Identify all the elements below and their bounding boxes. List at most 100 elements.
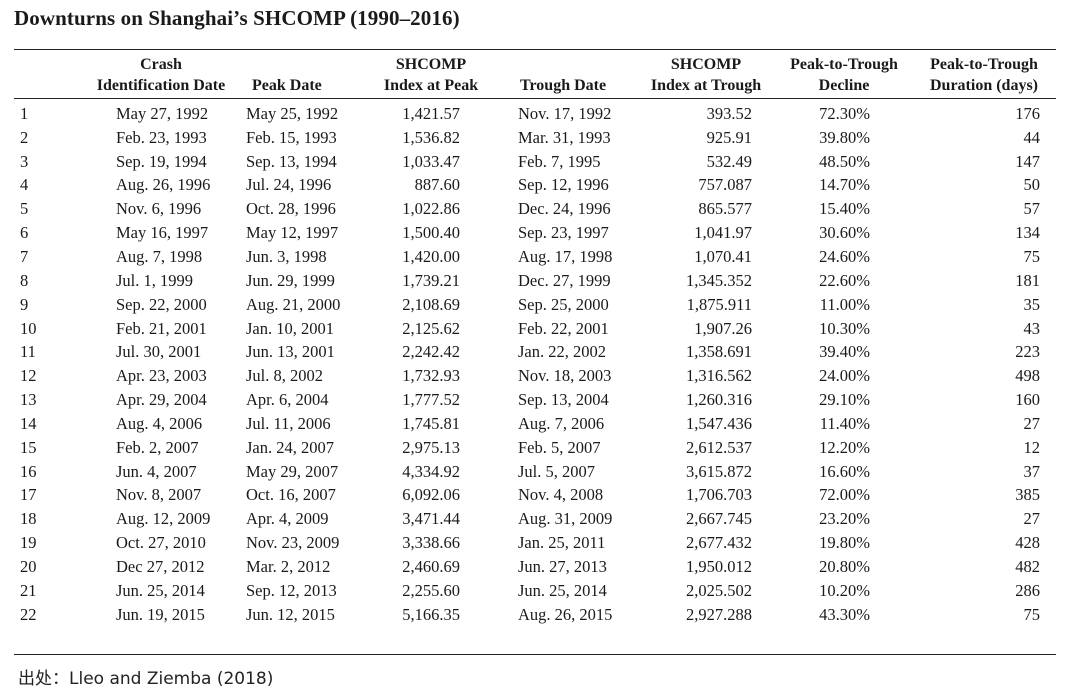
row-number: 18	[20, 509, 37, 529]
trough-index-cell: 2,677.432	[686, 533, 752, 553]
row-number: 15	[20, 437, 37, 457]
peak-index-cell: 1,536.82	[402, 127, 460, 147]
crash-date-cell: Jul. 1, 1999	[116, 270, 194, 290]
table-row: 18 Aug. 12, 2009 Apr. 4, 2009 3,471.44 Aug. …	[14, 507, 1056, 531]
decline-cell: 15.40%	[819, 199, 870, 219]
header-trough-date: Trough Date	[520, 77, 607, 94]
trough-date-cell: Jun. 27, 2013	[518, 556, 607, 576]
peak-date-cell: Jun. 12, 2015	[246, 604, 335, 624]
trough-date-cell: Sep. 25, 2000	[518, 294, 609, 314]
peak-index-cell: 3,471.44	[402, 509, 460, 529]
table-title: Downturns on Shanghai’s SHCOMP (1990–201…	[14, 6, 460, 30]
peak-index-cell: 2,125.62	[402, 318, 460, 338]
trough-index-cell: 1,041.97	[694, 223, 752, 243]
row-number: 20	[20, 556, 37, 576]
peak-date-cell: Sep. 12, 2013	[246, 580, 337, 600]
trough-date-cell: Dec. 27, 1999	[518, 270, 611, 290]
peak-index-cell: 2,108.69	[402, 294, 460, 314]
peak-date-cell: Jul. 11, 2006	[246, 413, 331, 433]
peak-index-cell: 887.60	[414, 175, 460, 195]
decline-cell: 10.30%	[819, 318, 870, 338]
trough-index-cell: 1,547.436	[686, 413, 752, 433]
header-duration: Peak-to-Trough Duration (days)	[929, 56, 1038, 94]
trough-date-cell: Aug. 17, 1998	[518, 246, 613, 266]
decline-cell: 29.10%	[819, 390, 870, 410]
crash-date-cell: Oct. 27, 2010	[116, 533, 206, 553]
table-row: 8 Jul. 1, 1999 Jun. 29, 1999 1,739.21 Dec. 2…	[14, 269, 1056, 293]
table-row: 15 Feb. 2, 2007 Jan. 24, 2007 2,975.13 Feb. …	[14, 436, 1056, 460]
crash-date-cell: Dec 27, 2012	[116, 556, 205, 576]
decline-cell: 39.40%	[819, 342, 870, 362]
decline-cell: 24.60%	[819, 246, 870, 266]
peak-index-cell: 2,242.42	[402, 342, 460, 362]
trough-date-cell: Jul. 5, 2007	[518, 461, 596, 481]
trough-date-cell: Dec. 24, 1996	[518, 199, 611, 219]
table-row: 11 Jul. 30, 2001 Jun. 13, 2001 2,242.42 Jan.…	[14, 340, 1056, 364]
peak-index-cell: 1,421.57	[402, 103, 460, 123]
trough-date-cell: Sep. 13, 2004	[518, 390, 609, 410]
duration-cell: 286	[1015, 580, 1040, 600]
decline-cell: 48.50%	[819, 151, 870, 171]
header-index	[14, 52, 46, 97]
duration-cell: 160	[1015, 390, 1040, 410]
header-index-at-peak: SHCOMP Index at Peak	[383, 56, 479, 94]
trough-index-cell: 1,358.691	[686, 342, 752, 362]
peak-date-cell: Oct. 16, 2007	[246, 485, 336, 505]
decline-cell: 10.20%	[819, 580, 870, 600]
row-number: 1	[20, 103, 29, 123]
crash-date-cell: Aug. 12, 2009	[116, 509, 211, 529]
row-number: 10	[20, 318, 37, 338]
table-row: 16 Jun. 4, 2007 May 29, 2007 4,334.92 Jul. 5…	[14, 460, 1056, 484]
row-number: 21	[20, 580, 37, 600]
peak-index-cell: 1,739.21	[402, 270, 460, 290]
trough-date-cell: Nov. 18, 2003	[518, 366, 612, 386]
row-number: 22	[20, 604, 37, 624]
crash-date-cell: Apr. 29, 2004	[116, 390, 207, 410]
decline-cell: 72.30%	[819, 103, 870, 123]
decline-cell: 24.00%	[819, 366, 870, 386]
trough-index-cell: 757.087	[698, 175, 752, 195]
peak-date-cell: Mar. 2, 2012	[246, 556, 331, 576]
trough-index-cell: 1,950.012	[686, 556, 752, 576]
header-index-at-trough: SHCOMP Index at Trough	[650, 56, 762, 94]
duration-cell: 385	[1015, 485, 1040, 505]
crash-date-cell: Aug. 4, 2006	[116, 413, 203, 433]
trough-date-cell: Aug. 7, 2006	[518, 413, 605, 433]
peak-date-cell: Apr. 4, 2009	[246, 509, 329, 529]
crash-date-cell: Jun. 19, 2015	[116, 604, 205, 624]
peak-index-cell: 1,745.81	[402, 413, 460, 433]
table-row: 3 Sep. 19, 1994 Sep. 13, 1994 1,033.47 Feb. …	[14, 150, 1056, 174]
peak-date-cell: Aug. 21, 2000	[246, 294, 341, 314]
trough-index-cell: 1,316.562	[686, 366, 752, 386]
table-row: 6 May 16, 1997 May 12, 1997 1,500.40 Sep. 23…	[14, 221, 1056, 245]
crash-date-cell: Jun. 4, 2007	[116, 461, 197, 481]
trough-date-cell: Nov. 4, 2008	[518, 485, 604, 505]
row-number: 8	[20, 270, 29, 290]
header-peak-date: Peak Date	[252, 77, 322, 94]
row-number: 17	[20, 485, 37, 505]
row-number: 14	[20, 413, 37, 433]
peak-index-cell: 2,975.13	[402, 437, 460, 457]
row-number: 9	[20, 294, 29, 314]
table-row: 21 Jun. 25, 2014 Sep. 12, 2013 2,255.60 Jun.…	[14, 579, 1056, 603]
duration-cell: 176	[1015, 103, 1040, 123]
header-crash-date: Crash Identification Date	[96, 56, 226, 94]
trough-date-cell: Feb. 5, 2007	[518, 437, 601, 457]
table-row: 2 Feb. 23, 1993 Feb. 15, 1993 1,536.82 Mar. …	[14, 126, 1056, 150]
duration-cell: 35	[1023, 294, 1041, 314]
table-row: 17 Nov. 8, 2007 Oct. 16, 2007 6,092.06 Nov. …	[14, 484, 1056, 508]
header-rule	[14, 98, 1056, 99]
trough-date-cell: Aug. 26, 2015	[518, 604, 613, 624]
duration-cell: 27	[1023, 509, 1041, 529]
peak-index-cell: 1,777.52	[402, 390, 460, 410]
duration-cell: 43	[1023, 318, 1041, 338]
top-rule	[14, 49, 1056, 50]
peak-date-cell: Jan. 10, 2001	[246, 318, 334, 338]
row-number: 4	[20, 175, 29, 195]
row-number: 19	[20, 533, 37, 553]
row-number: 16	[20, 461, 37, 481]
decline-cell: 16.60%	[819, 461, 870, 481]
duration-cell: 75	[1023, 246, 1041, 266]
duration-cell: 44	[1023, 127, 1041, 147]
decline-cell: 39.80%	[819, 127, 870, 147]
